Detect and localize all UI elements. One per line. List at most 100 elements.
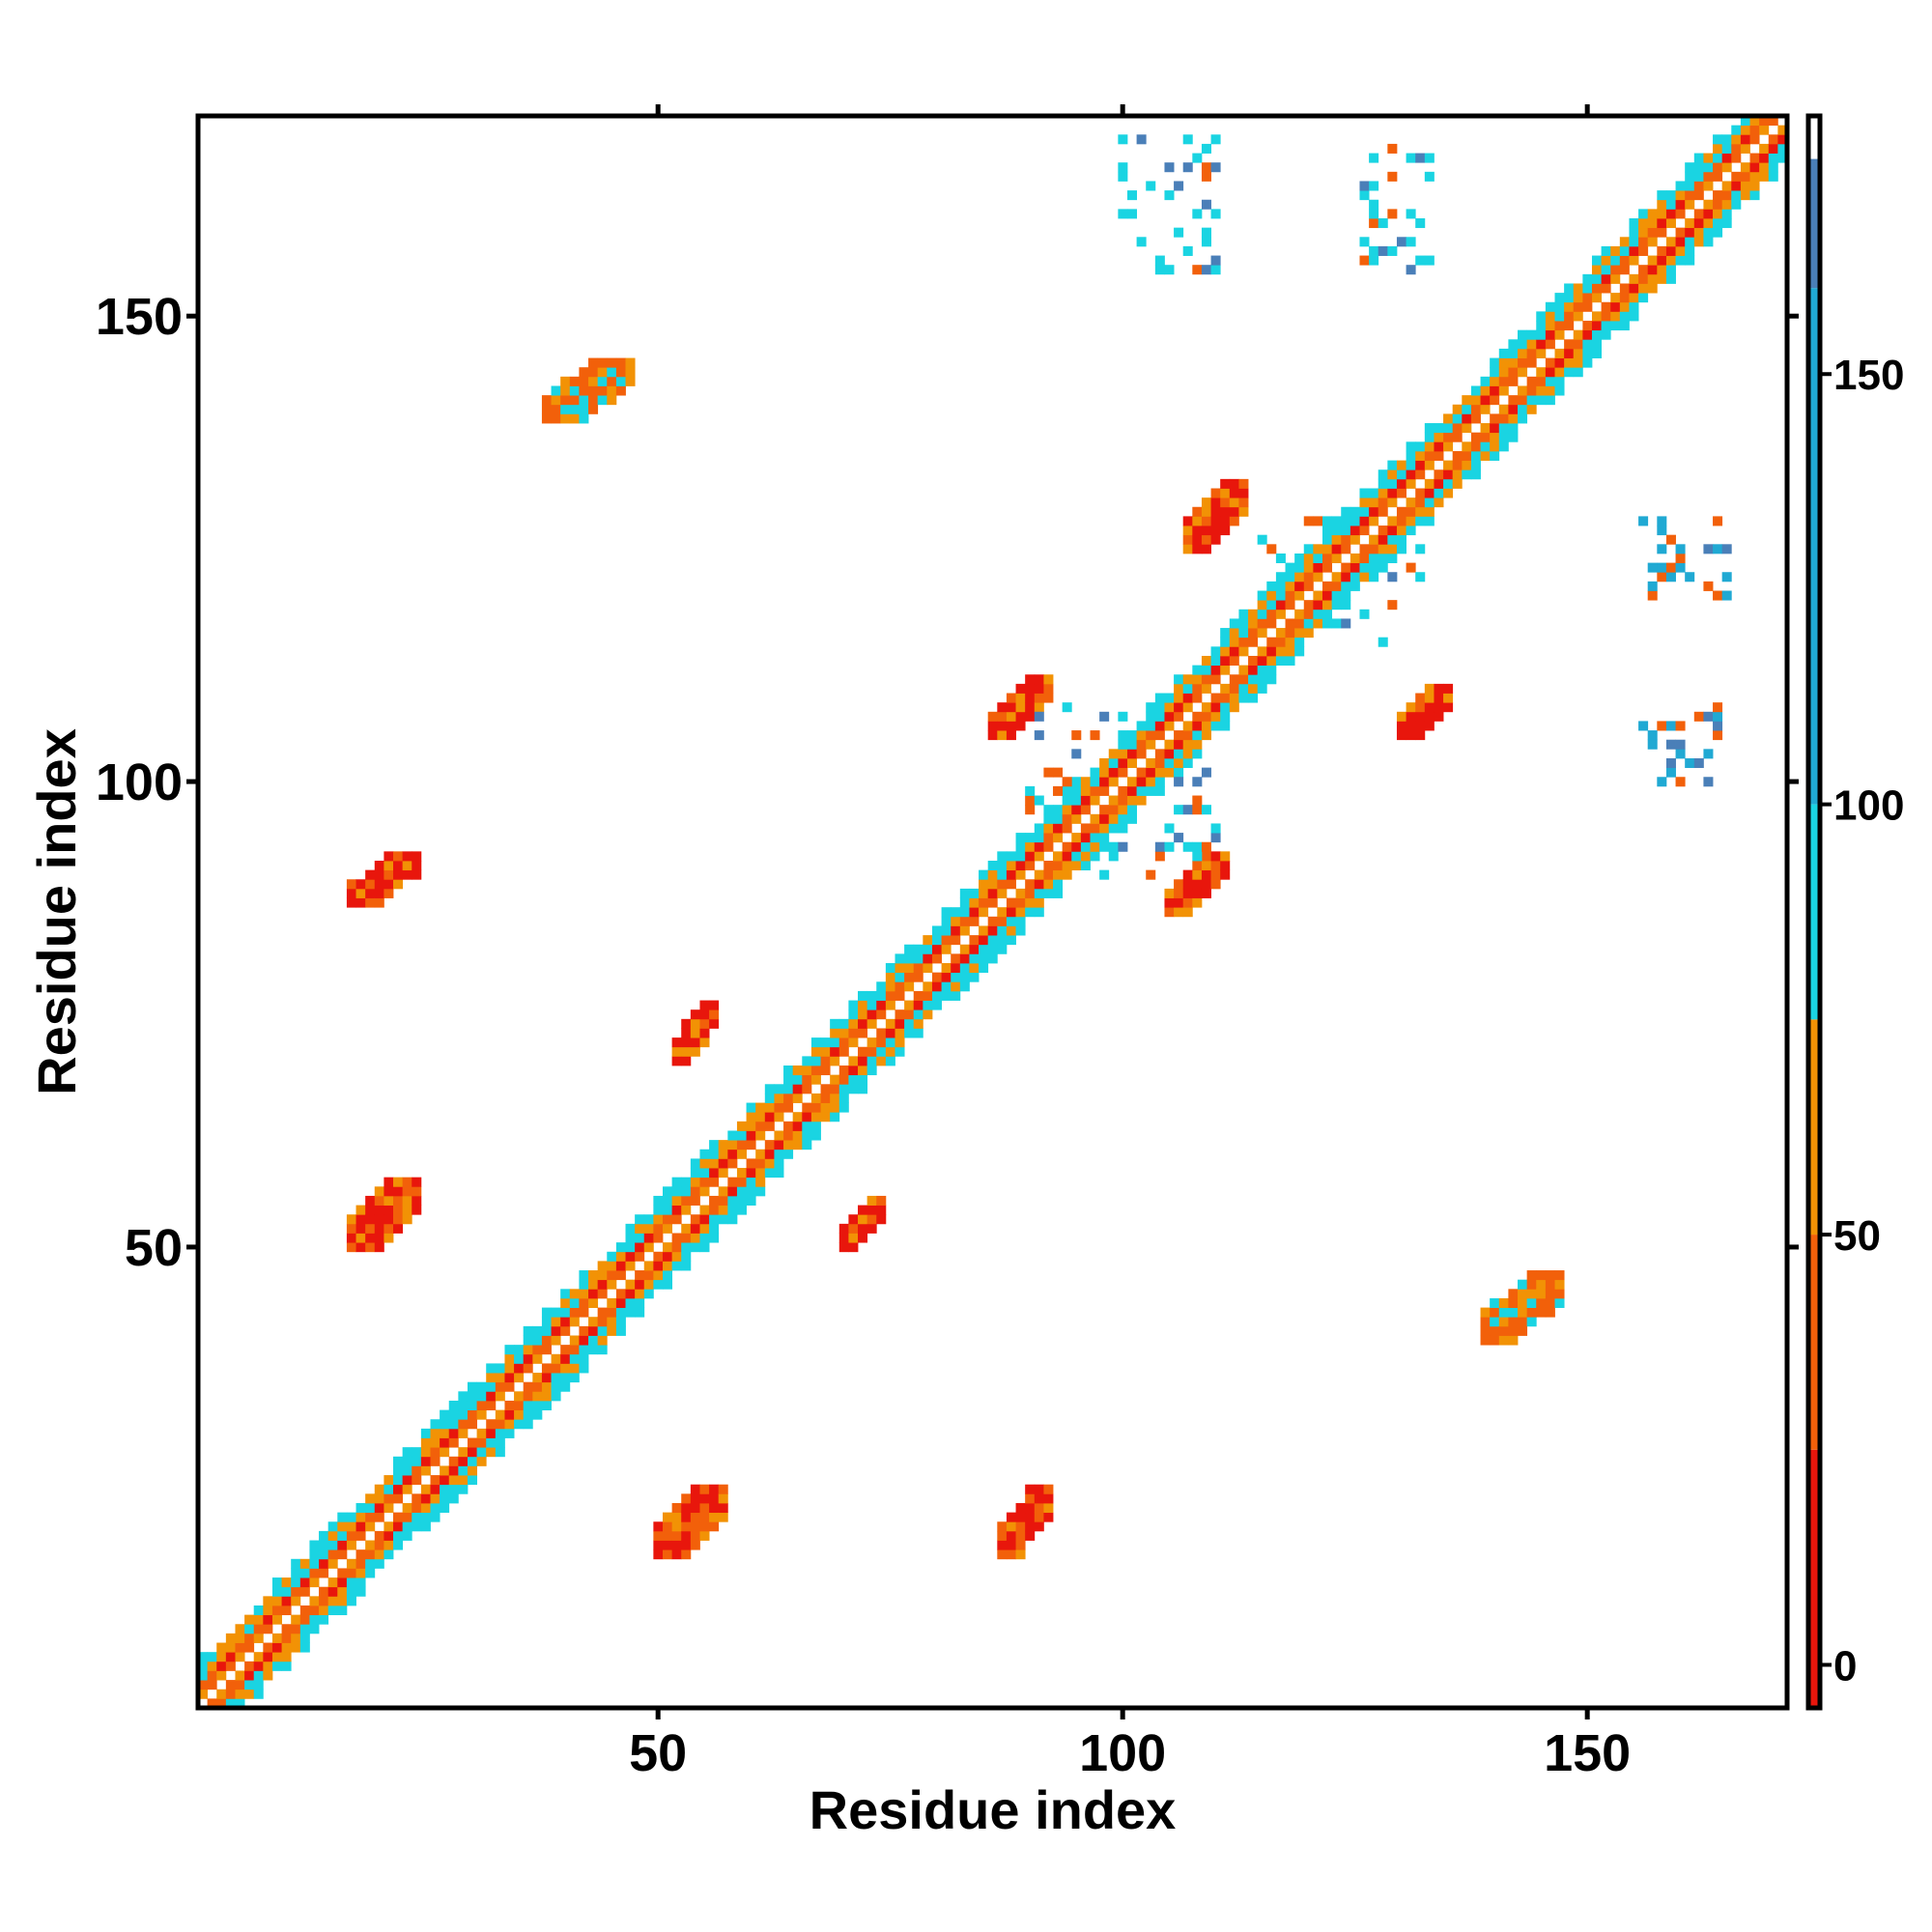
heatmap-cell — [1201, 841, 1211, 852]
heatmap-cell — [1164, 711, 1175, 722]
heatmap-cell — [504, 1353, 515, 1364]
heatmap-cell — [309, 1558, 320, 1569]
heatmap-cell — [1508, 367, 1519, 378]
heatmap-cell — [1480, 432, 1491, 442]
heatmap-cell — [1126, 805, 1138, 815]
heatmap-cell — [1378, 562, 1388, 573]
heatmap-cell — [1675, 227, 1686, 238]
heatmap-cell — [1647, 562, 1658, 573]
heatmap-cell — [1498, 1325, 1509, 1336]
heatmap-cell — [709, 1223, 720, 1234]
heatmap-cell — [1498, 1307, 1509, 1318]
heatmap-cell — [635, 1279, 645, 1290]
heatmap-cell — [1025, 702, 1036, 713]
heatmap-cell — [1071, 749, 1082, 759]
heatmap-cell — [1703, 209, 1714, 219]
heatmap-cell — [959, 981, 970, 992]
heatmap-cell — [1759, 171, 1770, 182]
heatmap-cell — [783, 1065, 794, 1076]
heatmap-cell — [709, 1233, 720, 1243]
heatmap-cell — [1192, 805, 1203, 815]
heatmap-cell — [253, 1624, 264, 1634]
heatmap-cell — [1043, 869, 1054, 880]
heatmap-cell — [384, 1549, 394, 1560]
heatmap-cell — [560, 1307, 571, 1318]
heatmap-cell — [1043, 823, 1054, 834]
heatmap-cell — [820, 1056, 831, 1066]
heatmap-cell — [1071, 833, 1082, 843]
heatmap-cell — [959, 907, 970, 918]
heatmap-cell — [838, 1233, 849, 1243]
heatmap-cell — [662, 1521, 673, 1532]
heatmap-cell — [764, 1121, 775, 1131]
heatmap-cell — [1443, 702, 1454, 713]
heatmap-cell — [736, 1130, 747, 1141]
heatmap-cell — [867, 1018, 877, 1029]
heatmap-cell — [1182, 888, 1193, 898]
heatmap-cell — [412, 1521, 422, 1532]
heatmap-cell — [1154, 721, 1165, 731]
heatmap-cell — [402, 851, 412, 862]
heatmap-cell — [1498, 367, 1509, 378]
heatmap-cell — [1498, 385, 1509, 396]
heatmap-cell — [941, 963, 952, 974]
heatmap-cell — [365, 888, 376, 898]
heatmap-cell — [690, 1046, 700, 1057]
heatmap-cell — [662, 1223, 673, 1234]
heatmap-cell — [235, 1652, 245, 1662]
heatmap-cell — [1406, 478, 1416, 489]
heatmap-cell — [1591, 255, 1603, 266]
heatmap-cell — [346, 1586, 356, 1597]
heatmap-cell — [979, 888, 989, 898]
heatmap-cell — [662, 1540, 673, 1550]
heatmap-cell — [467, 1419, 477, 1430]
heatmap-cell — [1713, 711, 1723, 722]
heatmap-cell — [1164, 823, 1175, 834]
heatmap-cell — [504, 1419, 515, 1430]
heatmap-cell — [1713, 134, 1723, 145]
heatmap-cell — [1192, 711, 1203, 722]
heatmap-cell — [1415, 711, 1426, 722]
heatmap-cell — [1518, 367, 1528, 378]
heatmap-cell — [448, 1493, 459, 1504]
heatmap-cell — [263, 1661, 273, 1671]
heatmap-cell — [709, 1018, 720, 1029]
heatmap-cell — [997, 702, 1008, 713]
heatmap-cell — [1526, 357, 1537, 368]
heatmap-cell — [755, 1158, 766, 1169]
heatmap-cell — [1508, 357, 1519, 368]
heatmap-cell — [402, 1465, 412, 1476]
heatmap-cell — [671, 1205, 682, 1215]
heatmap-cell — [244, 1614, 255, 1625]
heatmap-cell — [263, 1642, 273, 1653]
heatmap-cell — [1099, 841, 1110, 852]
heatmap-cell — [486, 1428, 497, 1438]
heatmap-cell — [1740, 181, 1750, 191]
heatmap-cell — [514, 1353, 525, 1364]
heatmap-cell — [774, 1140, 784, 1151]
heatmap-cell — [1192, 209, 1203, 219]
heatmap-cell — [263, 1614, 273, 1625]
heatmap-cell — [374, 869, 384, 880]
heatmap-cell — [1146, 721, 1156, 731]
heatmap-cell — [830, 1074, 840, 1085]
heatmap-cell — [1341, 618, 1351, 629]
heatmap-cell — [895, 1009, 905, 1020]
heatmap-cell — [1025, 907, 1036, 918]
heatmap-cell — [1099, 785, 1110, 796]
heatmap-cell — [476, 1447, 487, 1458]
heatmap-cell — [774, 1112, 784, 1122]
heatmap-cell — [1526, 376, 1537, 386]
heatmap-cell — [355, 1214, 366, 1225]
heatmap-cell — [1369, 209, 1379, 219]
heatmap-cell — [1675, 237, 1686, 247]
heatmap-cell — [858, 1046, 868, 1057]
heatmap-cell — [1749, 181, 1760, 191]
heatmap-cell — [1034, 711, 1044, 722]
heatmap-cell — [1192, 534, 1203, 545]
heatmap-cell — [1229, 646, 1239, 657]
heatmap-cell — [1731, 181, 1742, 191]
heatmap-cell — [1313, 516, 1323, 526]
heatmap-cell — [1629, 283, 1639, 294]
heatmap-cell — [913, 972, 923, 982]
